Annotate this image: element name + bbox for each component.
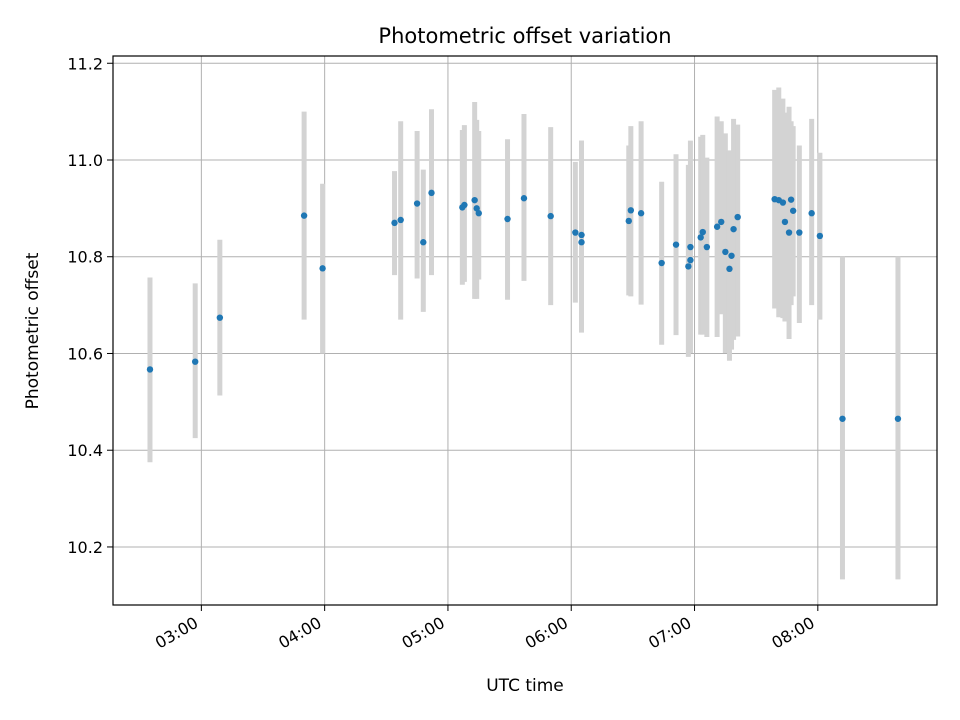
data-point	[728, 252, 735, 259]
data-point	[672, 241, 680, 248]
x-tick-label: 05:00	[399, 613, 448, 653]
data-point	[734, 213, 741, 221]
data-point	[894, 415, 902, 422]
x-axis-label: UTC time	[486, 676, 564, 696]
data-point	[779, 199, 787, 206]
data-point	[578, 231, 585, 239]
y-tick-label: 11.2	[67, 54, 103, 73]
data-point	[781, 218, 789, 226]
data-point	[391, 219, 398, 227]
x-tick-label: 03:00	[152, 613, 201, 653]
data-point	[637, 210, 645, 217]
chart-title: Photometric offset variation	[378, 24, 671, 48]
data-point	[808, 210, 815, 217]
data-point	[787, 196, 795, 203]
x-tick-label: 06:00	[522, 613, 571, 653]
data-point	[796, 229, 803, 236]
data-point	[504, 215, 511, 223]
data-point	[722, 248, 729, 256]
y-tick-label: 11.0	[67, 151, 103, 170]
data-point	[685, 263, 692, 270]
data-point	[687, 243, 694, 251]
data-point	[697, 234, 704, 241]
data-point	[625, 217, 632, 225]
data-point	[547, 212, 554, 220]
data-point	[473, 205, 480, 212]
data-point	[730, 225, 737, 233]
data-point	[718, 218, 725, 226]
y-tick-label: 10.6	[67, 344, 103, 363]
data-point	[699, 228, 706, 236]
data-point	[839, 415, 846, 422]
data-point	[475, 210, 482, 217]
data-point	[703, 243, 711, 251]
data-point	[146, 366, 154, 373]
data-point	[578, 239, 585, 246]
data-point	[687, 256, 694, 264]
data-point	[713, 223, 721, 230]
x-tick-label: 04:00	[275, 613, 324, 653]
data-point	[428, 189, 435, 197]
error-bars	[147, 87, 901, 580]
data-point	[471, 196, 478, 204]
data-point	[572, 229, 579, 236]
x-tick-label: 08:00	[768, 613, 817, 653]
data-point	[658, 259, 665, 267]
data-point	[420, 239, 427, 246]
y-tick-label: 10.2	[67, 538, 103, 557]
data-point	[216, 314, 224, 321]
y-tick-label: 10.8	[67, 248, 103, 267]
data-point	[300, 212, 308, 219]
data-point	[816, 232, 824, 240]
data-point	[520, 195, 528, 202]
data-points	[146, 189, 902, 422]
data-point	[789, 207, 797, 214]
data-point	[726, 265, 733, 273]
data-point	[413, 200, 421, 207]
y-tick-label: 10.4	[67, 441, 103, 460]
data-point	[461, 201, 468, 209]
y-axis-label: Photometric offset	[23, 252, 43, 409]
x-axis-ticks: 03:00 04:00 05:00 06:00 07:00 08:00	[152, 605, 819, 653]
data-point	[397, 216, 404, 224]
data-point	[785, 229, 793, 236]
y-axis-ticks: 10.2 10.4 10.6 10.8 11.0 11.2	[67, 54, 113, 557]
data-point	[191, 358, 199, 365]
data-point	[627, 207, 635, 214]
x-tick-label: 07:00	[645, 613, 694, 653]
plot-frame	[112, 55, 938, 606]
data-point	[319, 265, 326, 272]
